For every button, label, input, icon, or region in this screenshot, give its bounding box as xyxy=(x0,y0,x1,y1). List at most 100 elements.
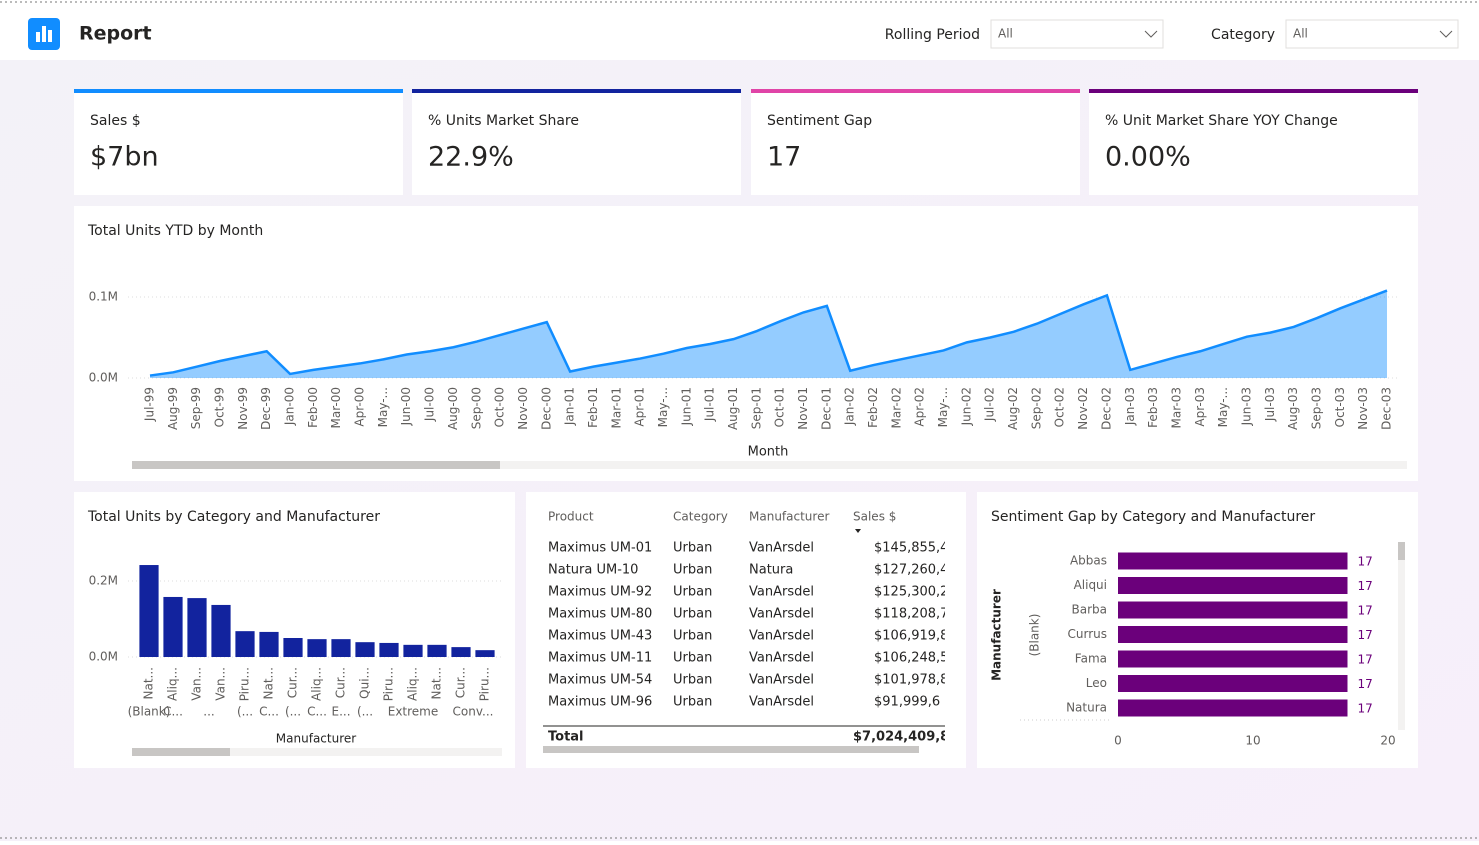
table-cell: Maximus UM-43 xyxy=(548,629,652,644)
chevron xyxy=(1439,30,1453,38)
bar xyxy=(403,644,423,657)
x-tick-label: Mar-02 xyxy=(889,387,903,428)
x-tick-label: Dec-99 xyxy=(259,387,273,430)
x-tick-label: Nov-01 xyxy=(796,387,810,430)
x-tick-label: Nov-00 xyxy=(516,387,530,430)
x-tick-label: Aliq... xyxy=(406,667,420,701)
y-tick-label: 0.0M xyxy=(89,371,118,385)
kpi-value: $7bn xyxy=(90,142,159,173)
table-cell: Maximus UM-01 xyxy=(548,541,652,556)
x-tick-label: Jan-02 xyxy=(843,387,857,426)
bar xyxy=(451,647,471,657)
x-tick-label: Jan-00 xyxy=(283,387,297,426)
table-cell: Urban xyxy=(673,541,712,556)
y-tick-label: Abbas xyxy=(1070,554,1107,568)
scrollbar[interactable] xyxy=(543,746,919,753)
group-label: Extreme xyxy=(388,705,439,719)
x-tick-label: Oct-02 xyxy=(1053,387,1067,427)
table-cell: VanArsdel xyxy=(749,673,814,688)
kpi-card xyxy=(1089,89,1418,195)
x-tick-label: Oct-01 xyxy=(773,387,787,427)
kpi-accent xyxy=(751,89,1080,93)
area-line xyxy=(149,289,1388,377)
x-tick-label: Oct-03 xyxy=(1333,387,1347,427)
scrollbar-track xyxy=(1398,542,1405,730)
bar xyxy=(1118,552,1348,570)
x-tick-label: Qui... xyxy=(358,667,372,699)
column-header: Product xyxy=(548,510,594,524)
table: Product Category Manufacturer Sales $ Maximu… xyxy=(543,510,948,745)
kpi-label: Sales $ xyxy=(90,113,141,129)
x-tick-label: Cur... xyxy=(334,667,348,698)
table-cell: $125,300,2 xyxy=(874,585,948,600)
x-tick-label: Jul-00 xyxy=(423,387,437,422)
x-tick-label: Oct-99 xyxy=(213,387,227,427)
bar xyxy=(475,650,495,657)
card xyxy=(526,492,966,768)
column-header: Category xyxy=(673,510,728,524)
table-cell: VanArsdel xyxy=(749,607,814,622)
kpi-accent xyxy=(1089,89,1418,93)
bar xyxy=(331,639,351,657)
x-tick-label: Sep-02 xyxy=(1029,387,1043,429)
bar xyxy=(1118,626,1348,643)
sort-arrow xyxy=(855,529,861,533)
group-label: (Blank) xyxy=(1028,614,1042,657)
group-label: C... xyxy=(307,705,327,719)
x-tick-label: Nov-02 xyxy=(1076,387,1090,430)
table-cell: Natura xyxy=(749,563,793,578)
table-cell: VanArsdel xyxy=(749,651,814,666)
table-cell: VanArsdel xyxy=(749,541,814,556)
x-tick-label: May-... xyxy=(936,387,950,427)
chart-title: Total Units by Category and Manufacturer xyxy=(87,509,380,525)
scrollbar[interactable] xyxy=(132,461,500,469)
chart-title: Total Units YTD by Month xyxy=(87,223,263,239)
group-label: (... xyxy=(237,705,253,719)
table-cell: Maximus UM-11 xyxy=(548,651,652,666)
x-tick-label: Jun-00 xyxy=(399,387,413,426)
x-tick-label: May-... xyxy=(656,387,670,427)
x-tick-label: Jun-01 xyxy=(679,387,693,426)
x-tick-label: Van... xyxy=(190,667,204,701)
x-tick-label: Apr-01 xyxy=(633,387,647,427)
icon-bar xyxy=(36,32,40,42)
kpi-accent xyxy=(412,89,741,93)
x-axis-title: Month xyxy=(748,445,789,460)
x-tick-label: Jan-03 xyxy=(1123,387,1137,426)
bar xyxy=(1118,601,1348,619)
x-tick-label: Cur... xyxy=(286,667,300,698)
y-tick-label: 0.2M xyxy=(89,574,118,588)
data-label: 17 xyxy=(1358,628,1373,642)
x-tick-label: Jul-99 xyxy=(143,387,157,422)
table-cell: Maximus UM-92 xyxy=(548,585,652,600)
x-tick-label: Sep-01 xyxy=(749,387,763,429)
scrollbar[interactable] xyxy=(132,748,230,756)
table-cell: Maximus UM-54 xyxy=(548,673,652,688)
data-label: 17 xyxy=(1358,677,1373,691)
report-title: Report xyxy=(79,23,152,45)
y-tick-label: Fama xyxy=(1075,652,1107,666)
data-label: 17 xyxy=(1358,604,1373,618)
x-tick-label: Piru... xyxy=(238,667,252,701)
icon-bar xyxy=(42,26,46,42)
x-tick-label: May-... xyxy=(1216,387,1230,427)
kpi-label: Sentiment Gap xyxy=(767,113,872,129)
y-tick-label: Aliqui xyxy=(1074,578,1107,592)
data-label: 17 xyxy=(1358,555,1373,569)
table-cell: Urban xyxy=(673,585,712,600)
filter-dropdown[interactable] xyxy=(990,19,1164,49)
kpi-label: % Unit Market Share YOY Change xyxy=(1105,113,1338,129)
data-label: 17 xyxy=(1358,653,1373,667)
scrollbar[interactable] xyxy=(1398,542,1405,560)
x-tick-label: Dec-01 xyxy=(819,387,833,430)
x-tick-label: Jan-01 xyxy=(563,387,577,426)
x-tick-label: Nov-03 xyxy=(1356,387,1370,430)
x-tick-label: Nat... xyxy=(142,667,156,699)
bar xyxy=(235,631,255,657)
x-tick-label: Feb-03 xyxy=(1146,387,1160,428)
filter-dropdown[interactable] xyxy=(1285,19,1459,49)
x-tick-label: Aug-01 xyxy=(726,387,740,430)
data-label: 17 xyxy=(1358,579,1373,593)
chevron xyxy=(1144,30,1158,38)
